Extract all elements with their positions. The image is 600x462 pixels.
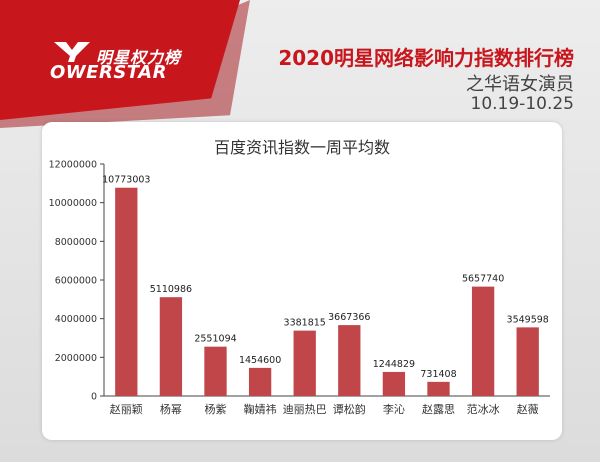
chart-title: 百度资讯指数一周平均数: [213, 138, 390, 157]
x-tick-label: 赵丽颖: [110, 402, 143, 416]
logo-chinese-text: 明星权力榜: [96, 48, 182, 67]
ranking-subtitle: 之华语女演员: [466, 74, 574, 95]
chart-card: 百度资讯指数一周平均数 0 2000000 4000000 6000000 800000…: [42, 122, 562, 440]
bar-5: [338, 325, 361, 396]
bar-6: [382, 371, 406, 396]
x-tick-label: 赵露思: [422, 402, 455, 416]
x-tick-label: 李沁: [383, 402, 405, 416]
x-tick-label: 赵薇: [517, 402, 539, 416]
y-tick-label: 8000000: [55, 237, 97, 248]
bar-2: [204, 346, 227, 396]
bar-1: [159, 297, 183, 396]
logo-english-text: OWERSTAR: [50, 62, 167, 83]
data-label: 3549598: [507, 314, 549, 325]
x-tick-label: 杨幂: [160, 402, 182, 416]
bar-4: [293, 330, 316, 396]
y-tick-label: 2000000: [55, 353, 97, 364]
data-label: 3667366: [328, 312, 370, 323]
bar-0: [115, 187, 138, 396]
bar-9: [516, 327, 539, 396]
data-label: 1244829: [373, 359, 415, 370]
y-tick-label: 6000000: [55, 276, 97, 287]
x-tick-label: 杨紫: [205, 402, 227, 416]
data-label: 1454600: [239, 355, 281, 366]
ranking-title: 2020明星网络影响力指数排行榜: [278, 46, 574, 70]
y-tick-label: 4000000: [55, 314, 97, 325]
data-label: 731408: [420, 369, 456, 380]
y-tick-label: 0: [91, 392, 97, 403]
data-label: 5110986: [150, 284, 192, 295]
data-label: 5657740: [462, 274, 504, 285]
date-range: 10.19-10.25: [470, 94, 574, 114]
x-tick-label: 鞠婧祎: [244, 402, 277, 416]
x-tick-label: 迪丽热巴: [283, 403, 327, 416]
powerstar-logo-mark-icon: [54, 42, 90, 62]
bar-3: [248, 367, 272, 396]
bar-chart: 0 2000000 4000000 6000000 8000000 10000000 120…: [49, 160, 550, 416]
data-label: 2551094: [194, 334, 236, 345]
y-tick-label: 10000000: [49, 198, 97, 209]
x-tick-label: 范冰冰: [467, 402, 500, 416]
bar-8: [471, 286, 495, 396]
data-label: 10773003: [102, 175, 150, 186]
bar-7: [427, 381, 450, 396]
x-tick-label: 谭松韵: [333, 402, 366, 416]
data-label: 3381815: [284, 318, 326, 329]
y-tick-label: 12000000: [49, 160, 97, 171]
